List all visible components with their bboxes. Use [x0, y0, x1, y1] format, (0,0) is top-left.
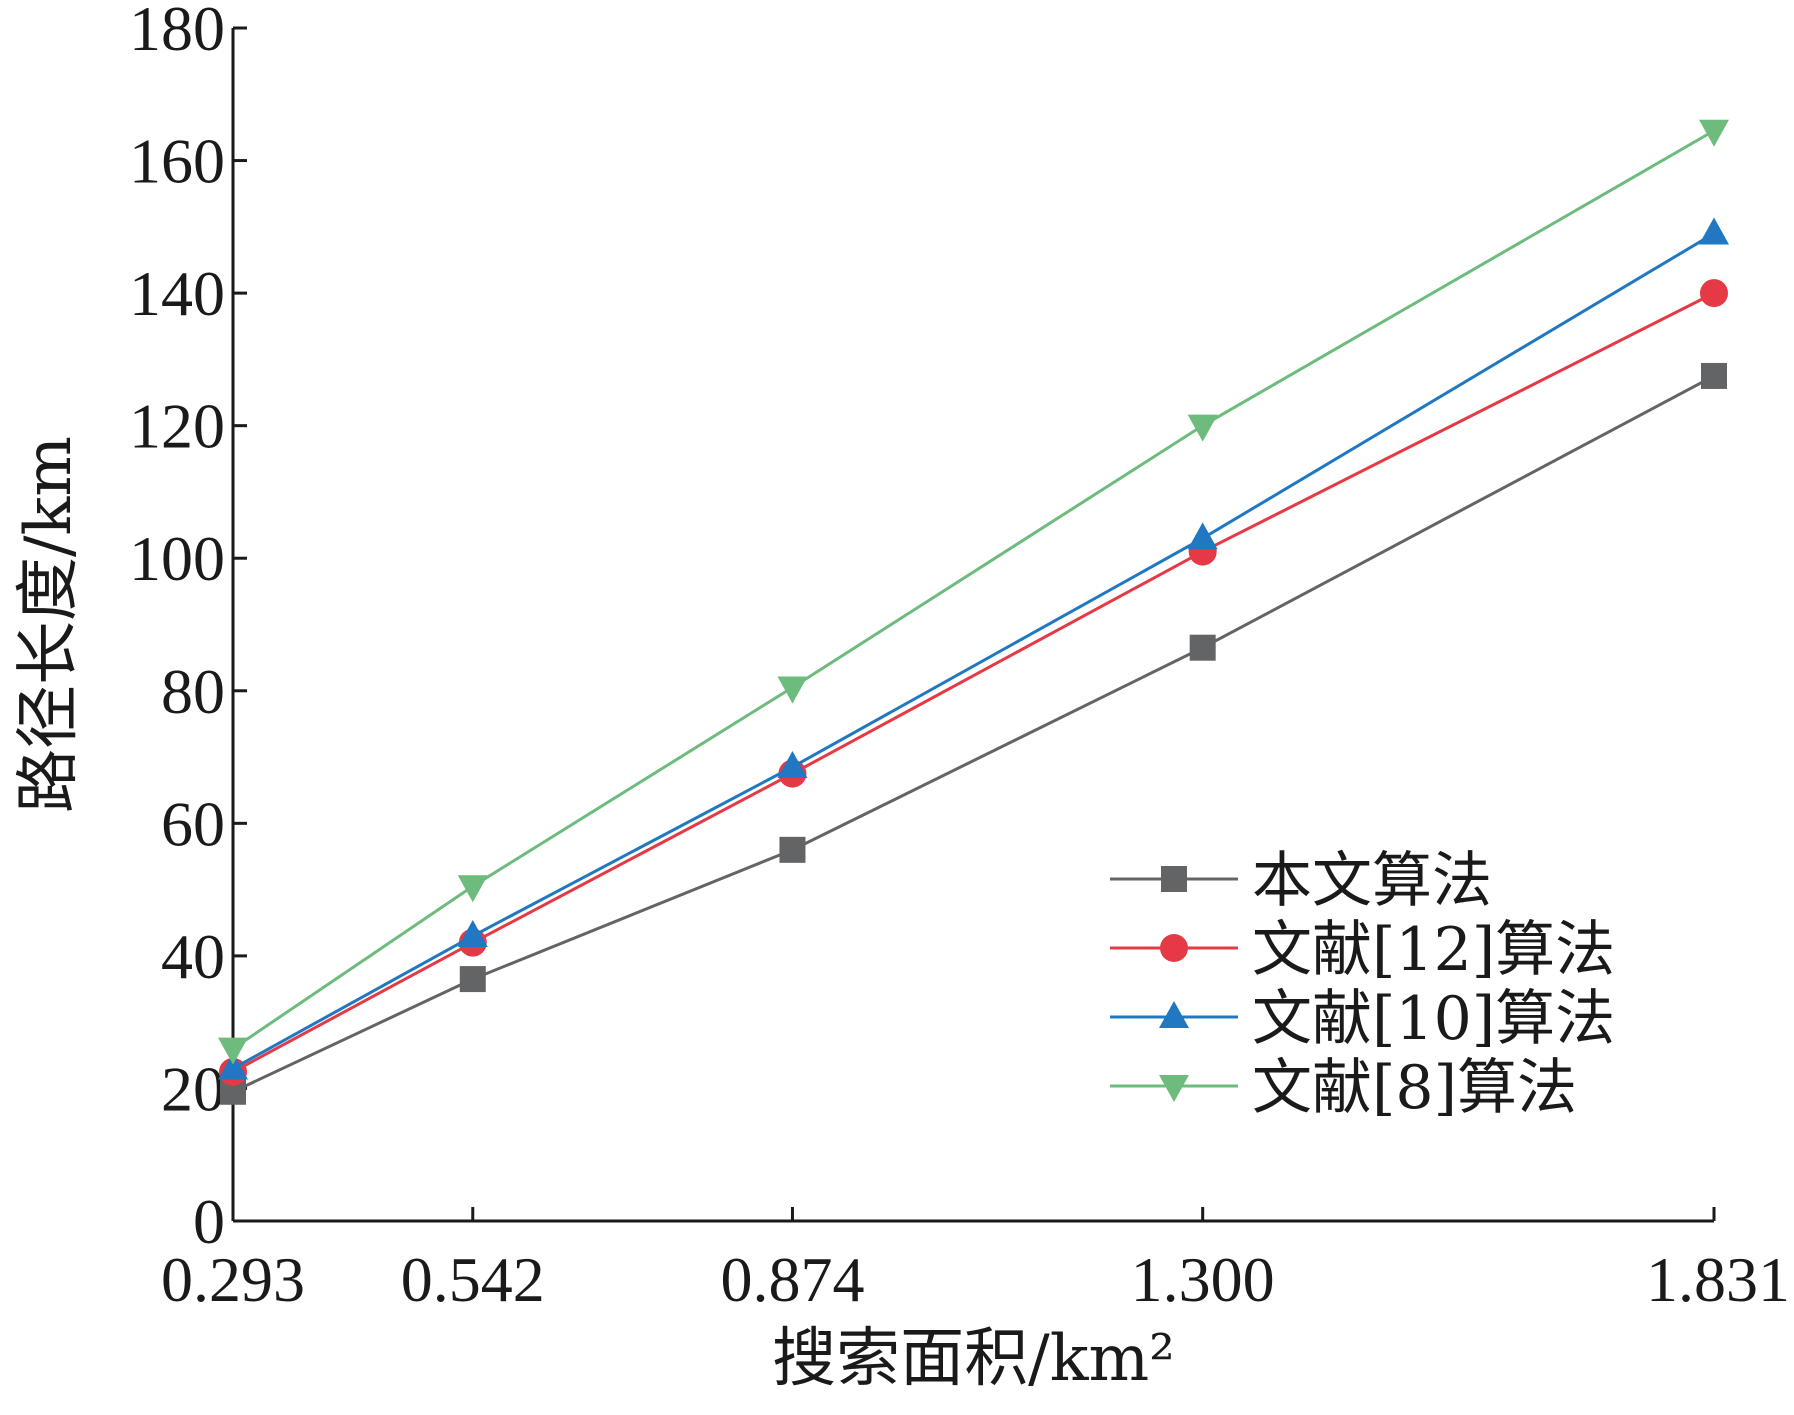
x-tick-label: 0.293 — [161, 1244, 305, 1315]
data-point — [1189, 634, 1216, 661]
axes: 0 20 40 60 80 100 120 140 160 180 0.293 0.542 0.874 1… — [129, 0, 1790, 1315]
series-3 — [218, 217, 1729, 1080]
y-tick-label: 180 — [129, 0, 225, 64]
data-point — [1187, 522, 1218, 550]
data-point — [459, 966, 486, 993]
data-point — [1700, 279, 1728, 308]
legend-marker — [1160, 934, 1188, 962]
data-point — [457, 875, 488, 903]
x-tick-label: 0.874 — [720, 1244, 864, 1315]
series-layer — [218, 119, 1729, 1105]
x-tick-label: 1.831 — [1646, 1244, 1790, 1315]
y-tick-label: 80 — [161, 656, 225, 727]
data-point — [777, 676, 808, 704]
x-tick-label: 0.542 — [401, 1244, 545, 1315]
y-tick-label: 140 — [129, 258, 225, 329]
data-point — [1187, 414, 1218, 442]
data-point — [218, 1052, 248, 1080]
y-tick-label: 20 — [161, 1053, 225, 1124]
legend-label: 本文算法 — [1252, 846, 1492, 916]
y-tick-label: 120 — [129, 391, 225, 462]
data-point — [218, 1037, 248, 1065]
legend-label: 文献[10]算法 — [1252, 984, 1615, 1054]
legend-marker — [1161, 866, 1187, 892]
legend-item: 本文算法 — [1110, 846, 1492, 916]
data-point — [1699, 119, 1729, 147]
series-4 — [218, 119, 1729, 1065]
legend-marker — [1159, 1001, 1189, 1028]
y-tick-label: 60 — [161, 788, 225, 859]
y-tick-label: 160 — [129, 126, 225, 197]
y-tick-label: 40 — [161, 921, 225, 992]
data-point — [457, 920, 488, 948]
legend-marker — [1159, 1075, 1189, 1102]
legend-item: 文献[12]算法 — [1110, 915, 1615, 985]
legend-item: 文献[8]算法 — [1110, 1053, 1577, 1123]
y-tick-label: 0 — [193, 1186, 225, 1257]
x-axis-title: 搜索面积/km² — [772, 1322, 1175, 1396]
data-point — [779, 836, 806, 863]
data-point — [1699, 217, 1729, 245]
y-tick-label: 100 — [129, 523, 225, 594]
legend-label: 文献[8]算法 — [1252, 1053, 1577, 1123]
legend-label: 文献[12]算法 — [1252, 915, 1615, 985]
data-point — [1701, 362, 1727, 389]
y-axis-title: 路径长度/km — [12, 436, 86, 813]
data-point — [777, 750, 808, 778]
x-tick-label: 1.300 — [1131, 1244, 1275, 1315]
legend-item: 文献[10]算法 — [1110, 984, 1615, 1054]
